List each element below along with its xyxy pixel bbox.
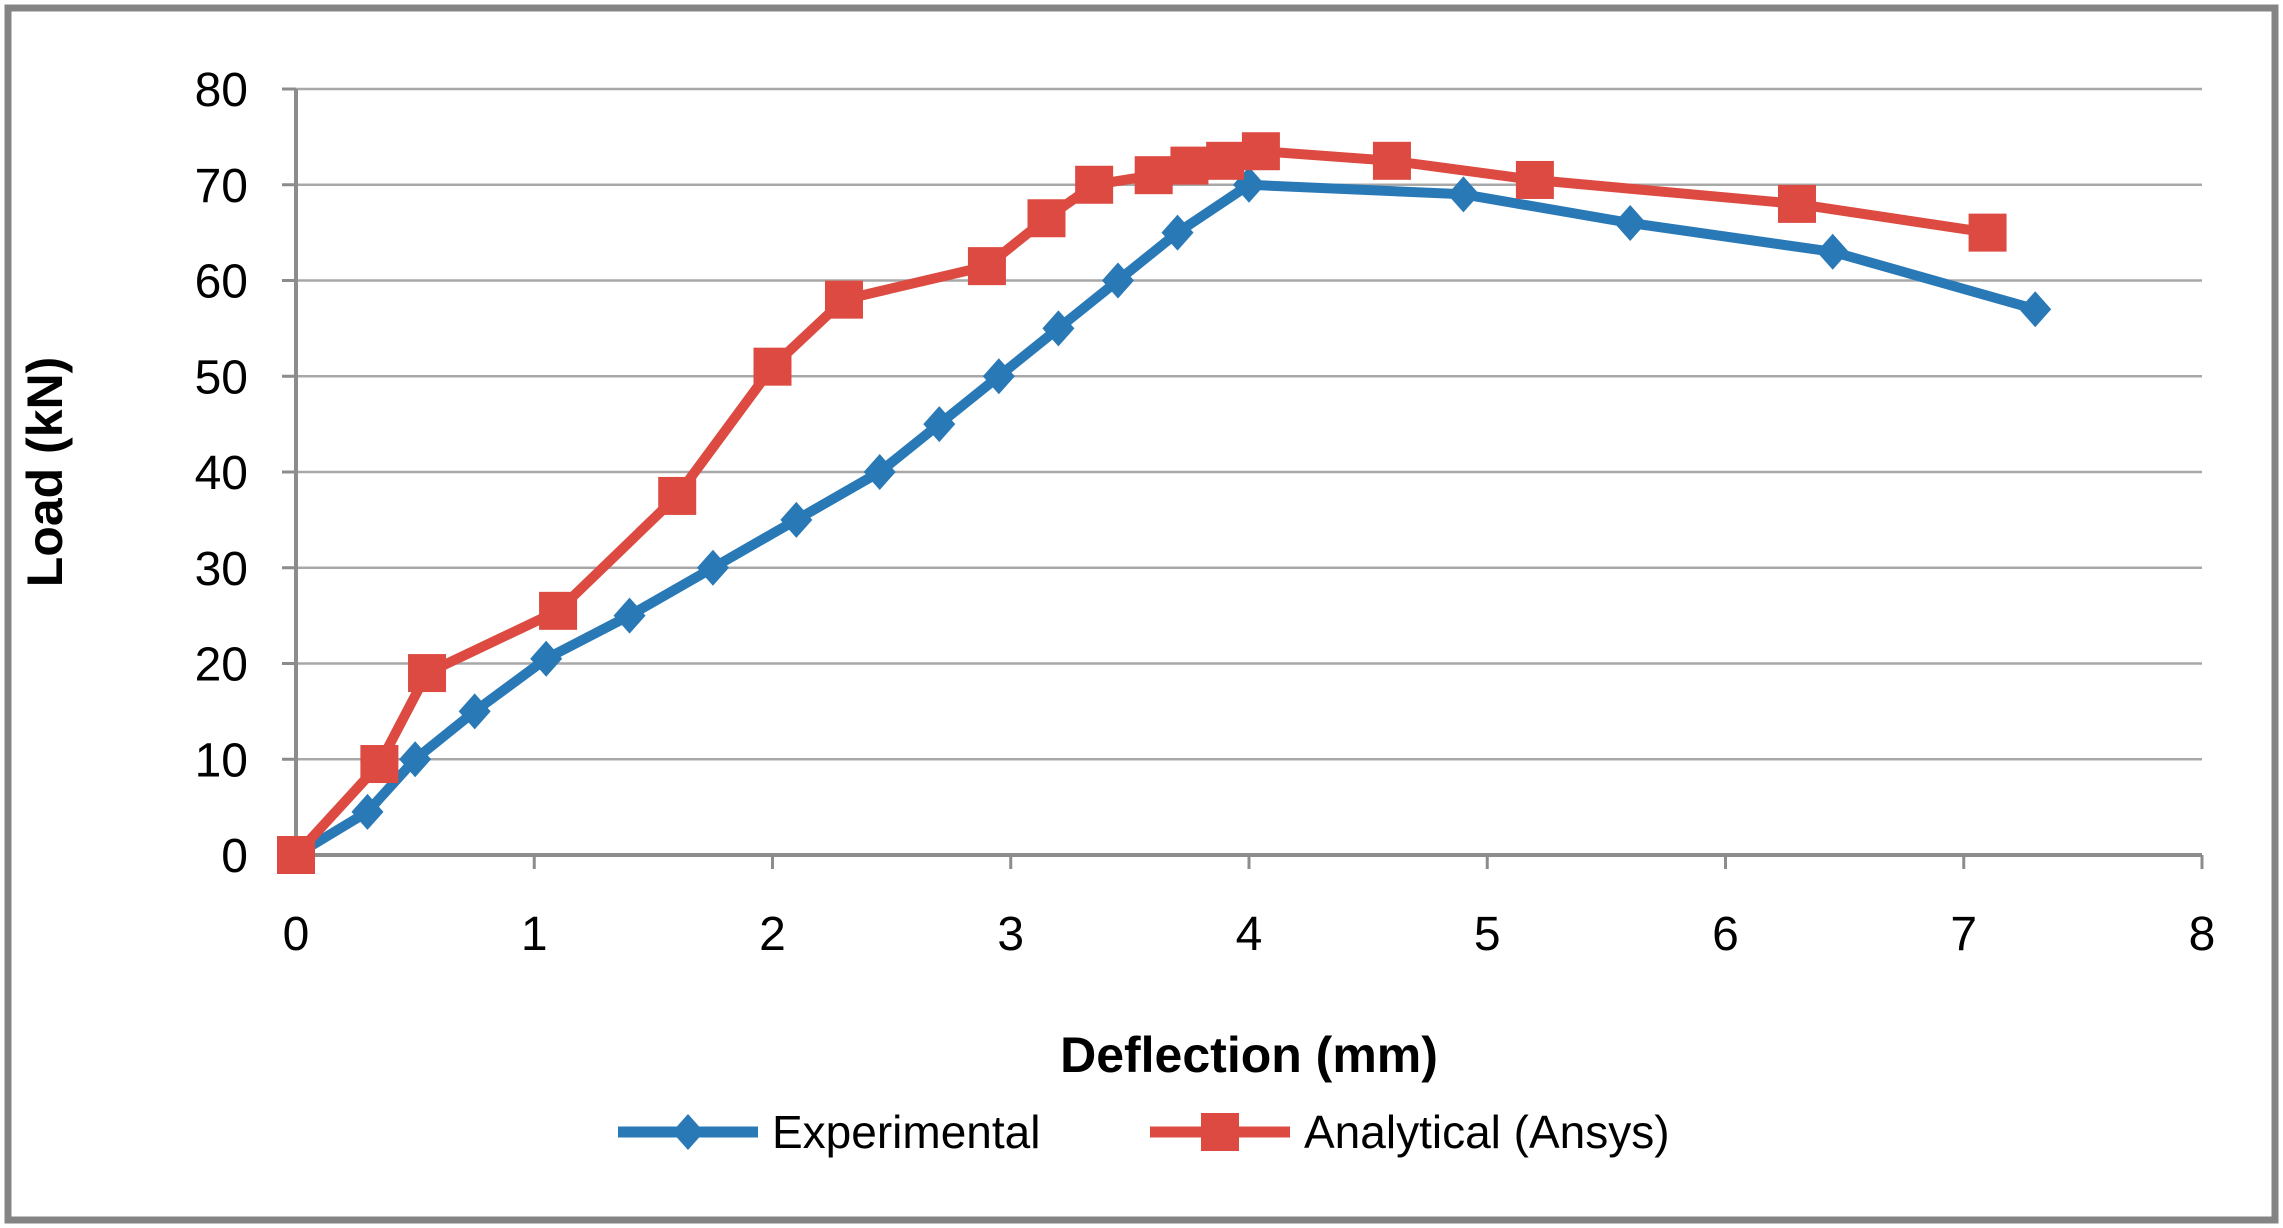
- y-tick-label: 20: [195, 639, 248, 692]
- analytical-ansys-marker: [277, 836, 315, 874]
- legend-label-analytical-ansys: Analytical (Ansys): [1304, 1106, 1670, 1158]
- analytical-ansys-marker: [360, 745, 399, 784]
- experimental-marker: [982, 358, 1015, 395]
- analytical-ansys-marker: [1241, 132, 1280, 171]
- y-tick-label: 70: [195, 160, 248, 213]
- series-experimental-line: [291, 179, 2041, 860]
- analytical-ansys-marker: [1515, 160, 1554, 199]
- x-tick-label: 6: [1712, 908, 1739, 961]
- legend: Experimental Analytical (Ansys): [618, 1106, 1670, 1158]
- x-tick-label: 4: [1236, 908, 1263, 961]
- x-tick-label: 5: [1474, 908, 1501, 961]
- analytical-ansys-marker: [1372, 141, 1411, 180]
- x-tick-label: 7: [1950, 908, 1977, 961]
- analytical-ansys-marker: [1170, 146, 1209, 185]
- experimental-marker: [1816, 233, 1849, 270]
- y-tick-label: 30: [195, 543, 248, 596]
- y-tick-label: 50: [195, 351, 248, 404]
- y-tick-label: 0: [221, 830, 248, 883]
- y-axis-title: Load (kN): [17, 357, 73, 588]
- experimental-marker: [923, 406, 956, 443]
- x-tick-label: 3: [997, 908, 1024, 961]
- experimental-marker: [613, 597, 646, 634]
- experimental-marker: [351, 793, 384, 830]
- chart-border: [4, 4, 2279, 1224]
- legend-item-experimental: Experimental: [618, 1106, 1040, 1158]
- analytical-ansys-marker: [1777, 184, 1816, 223]
- y-tick-label: 40: [195, 447, 248, 500]
- experimental-marker: [863, 454, 896, 490]
- experimental-marker: [399, 741, 432, 778]
- series-analytical-ansys-line: [291, 146, 1993, 860]
- experimental-marker: [1042, 310, 1075, 347]
- experimental-marker: [1161, 214, 1194, 251]
- analytical-ansys-marker: [539, 591, 578, 630]
- experimental-marker: [1447, 176, 1480, 213]
- series-analytical-ansys: [277, 132, 2007, 874]
- experimental-marker: [1101, 262, 1134, 299]
- analytical-ansys-marker: [1075, 165, 1114, 204]
- x-tick-label: 2: [759, 908, 786, 961]
- experimental-marker: [530, 640, 563, 677]
- gridlines: [282, 87, 2202, 857]
- legend-label-experimental: Experimental: [772, 1106, 1040, 1158]
- y-tick-label: 60: [195, 256, 248, 309]
- experimental-marker: [1614, 205, 1647, 242]
- analytical-ansys-marker: [753, 347, 792, 386]
- x-tick-label: 0: [283, 908, 310, 961]
- analytical-ansys-marker: [824, 280, 863, 319]
- analytical-ansys-marker: [1968, 213, 2007, 252]
- legend-diamond-icon: [672, 1114, 704, 1150]
- analytical-ansys-marker: [658, 476, 697, 515]
- experimental-marker: [780, 501, 813, 538]
- x-tick-label: 8: [2189, 908, 2216, 961]
- analytical-ansys-marker: [967, 247, 1006, 286]
- analytical-ansys-marker: [1027, 199, 1066, 238]
- y-tick-label: 80: [195, 64, 248, 117]
- x-tick-label: 1: [521, 908, 548, 961]
- analytical-ansys-marker: [1206, 141, 1245, 180]
- experimental-marker: [696, 549, 729, 586]
- experimental-marker: [2019, 291, 2052, 328]
- analytical-ansys-marker: [1134, 156, 1173, 195]
- legend-item-analytical-ansys: Analytical (Ansys): [1150, 1106, 1670, 1158]
- legend-square-icon: [1201, 1113, 1239, 1151]
- y-tick-label: 10: [195, 734, 248, 787]
- analytical-ansys-marker: [408, 654, 447, 693]
- series-experimental: [280, 166, 2052, 873]
- x-axis-title: Deflection (mm): [1060, 1027, 1438, 1083]
- experimental-marker: [458, 693, 491, 730]
